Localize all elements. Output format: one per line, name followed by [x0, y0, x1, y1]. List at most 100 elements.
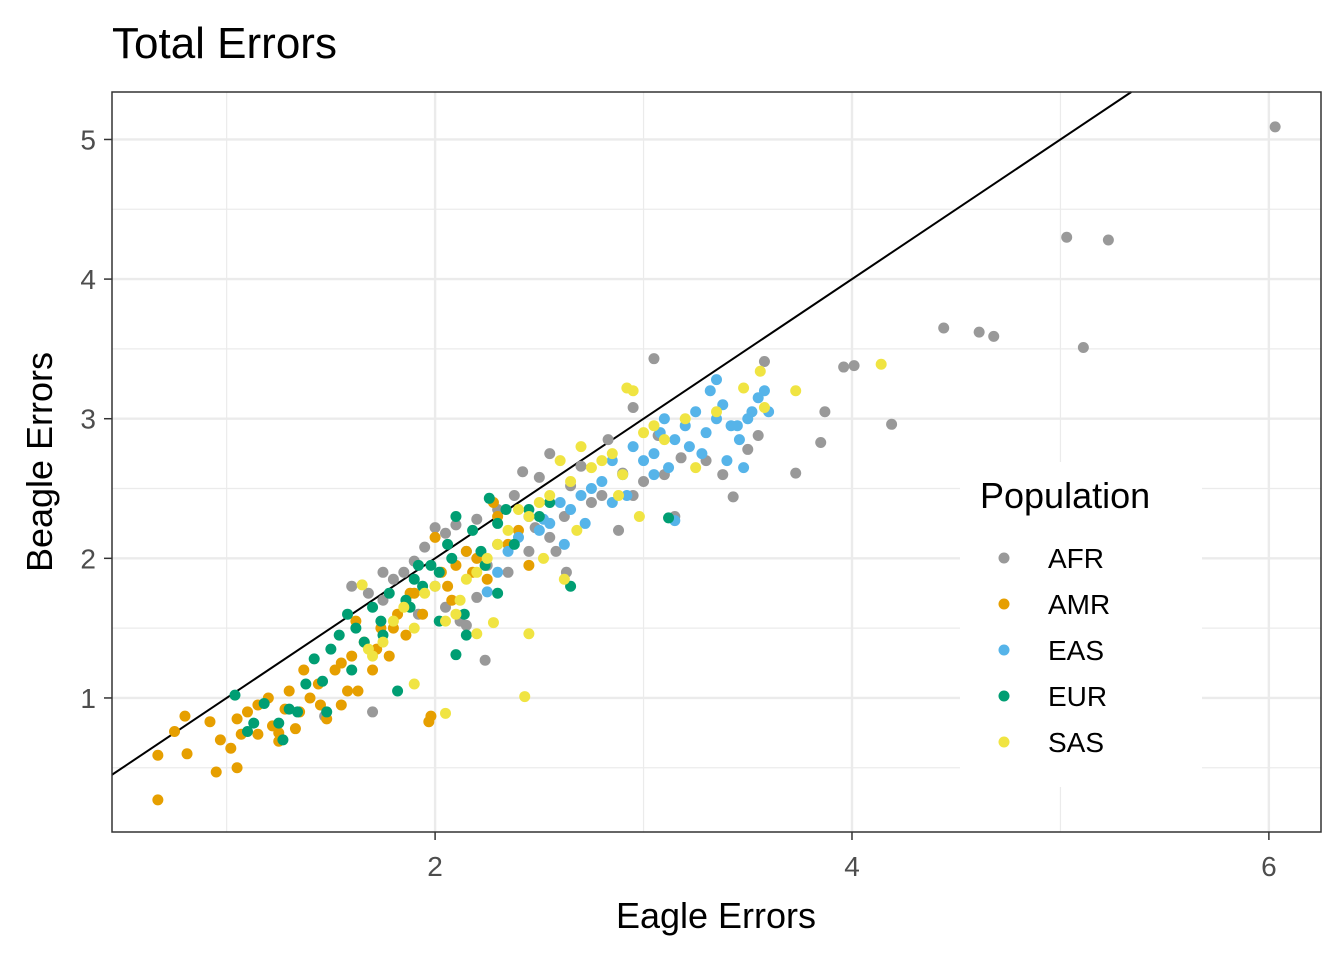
data-point — [711, 374, 722, 386]
data-point — [492, 587, 504, 599]
legend-label-sas: SAS — [1048, 727, 1104, 758]
data-point — [533, 471, 545, 483]
legend-label-afr: AFR — [1048, 543, 1104, 574]
series-sas — [356, 358, 887, 719]
data-point — [550, 545, 562, 557]
y-tick-label: 3 — [80, 404, 96, 435]
x-axis-ticks: 2 4 6 — [427, 832, 1277, 882]
data-point — [367, 706, 379, 718]
data-point — [460, 619, 472, 631]
data-point — [225, 742, 237, 754]
data-point — [585, 496, 597, 508]
y-tick-label: 1 — [80, 683, 96, 714]
data-point — [460, 629, 472, 641]
data-point — [387, 573, 399, 585]
data-point — [442, 538, 454, 550]
data-point — [565, 503, 577, 515]
data-point — [346, 650, 358, 662]
legend-label-eas: EAS — [1048, 635, 1104, 666]
data-point — [638, 476, 650, 488]
data-point — [333, 629, 345, 641]
data-point — [690, 406, 702, 418]
legend-background — [960, 462, 1202, 787]
data-point — [277, 734, 289, 746]
data-point — [738, 462, 750, 474]
data-point — [579, 517, 591, 529]
data-point — [292, 706, 304, 718]
data-point — [752, 429, 764, 441]
data-point — [273, 717, 285, 729]
data-point — [602, 434, 614, 446]
data-point — [1061, 231, 1073, 243]
data-point — [440, 527, 452, 539]
data-point — [690, 462, 702, 474]
data-point — [565, 476, 577, 488]
data-point — [419, 587, 431, 599]
data-point — [342, 685, 354, 697]
data-point — [519, 691, 531, 703]
data-point — [790, 385, 802, 397]
data-point — [179, 710, 191, 722]
data-point — [523, 510, 535, 522]
data-point — [596, 455, 608, 467]
identity-line — [111, 91, 1132, 776]
legend-items: AFR AMR EAS EUR SAS — [998, 543, 1110, 758]
data-point — [648, 420, 660, 432]
data-point — [790, 467, 802, 479]
data-point — [754, 365, 766, 377]
data-point — [440, 707, 452, 719]
data-point — [241, 706, 253, 718]
legend-key-sas — [998, 736, 1010, 748]
data-point — [875, 358, 887, 370]
data-point — [423, 716, 435, 728]
data-point — [429, 522, 441, 534]
data-point — [356, 579, 368, 591]
data-point — [758, 355, 770, 367]
x-tick-label: 4 — [844, 851, 860, 882]
data-point — [231, 713, 243, 725]
data-point — [408, 573, 420, 585]
data-point — [412, 559, 424, 571]
data-point — [700, 427, 712, 439]
data-point — [746, 406, 758, 418]
data-point — [417, 608, 429, 620]
data-point — [533, 524, 545, 536]
data-point — [300, 678, 312, 690]
data-point — [446, 594, 458, 606]
data-point — [613, 524, 625, 536]
data-point — [1102, 234, 1114, 246]
data-point — [419, 541, 431, 553]
data-point — [533, 496, 545, 508]
data-point — [606, 448, 618, 460]
data-point — [727, 491, 739, 503]
data-point — [471, 566, 483, 578]
data-point — [481, 552, 493, 564]
data-point — [648, 448, 660, 460]
data-point — [558, 573, 570, 585]
data-point — [241, 725, 253, 737]
data-point — [973, 326, 985, 338]
data-point — [298, 664, 310, 676]
data-point — [537, 552, 549, 564]
data-point — [342, 608, 354, 620]
data-point — [377, 566, 389, 578]
data-point — [663, 462, 675, 474]
data-point — [433, 566, 445, 578]
data-point — [886, 418, 898, 430]
data-point — [429, 580, 441, 592]
data-point — [675, 452, 687, 464]
data-point — [440, 615, 452, 627]
data-point — [308, 653, 320, 665]
series-eur — [229, 492, 675, 746]
data-point — [377, 636, 389, 648]
data-point — [408, 622, 420, 634]
data-point — [544, 490, 556, 502]
data-point — [229, 689, 241, 701]
data-point — [669, 434, 681, 446]
data-point — [317, 675, 329, 687]
data-point — [738, 382, 750, 394]
legend-key-afr — [998, 552, 1010, 564]
data-point — [362, 643, 374, 655]
data-point — [392, 685, 404, 697]
